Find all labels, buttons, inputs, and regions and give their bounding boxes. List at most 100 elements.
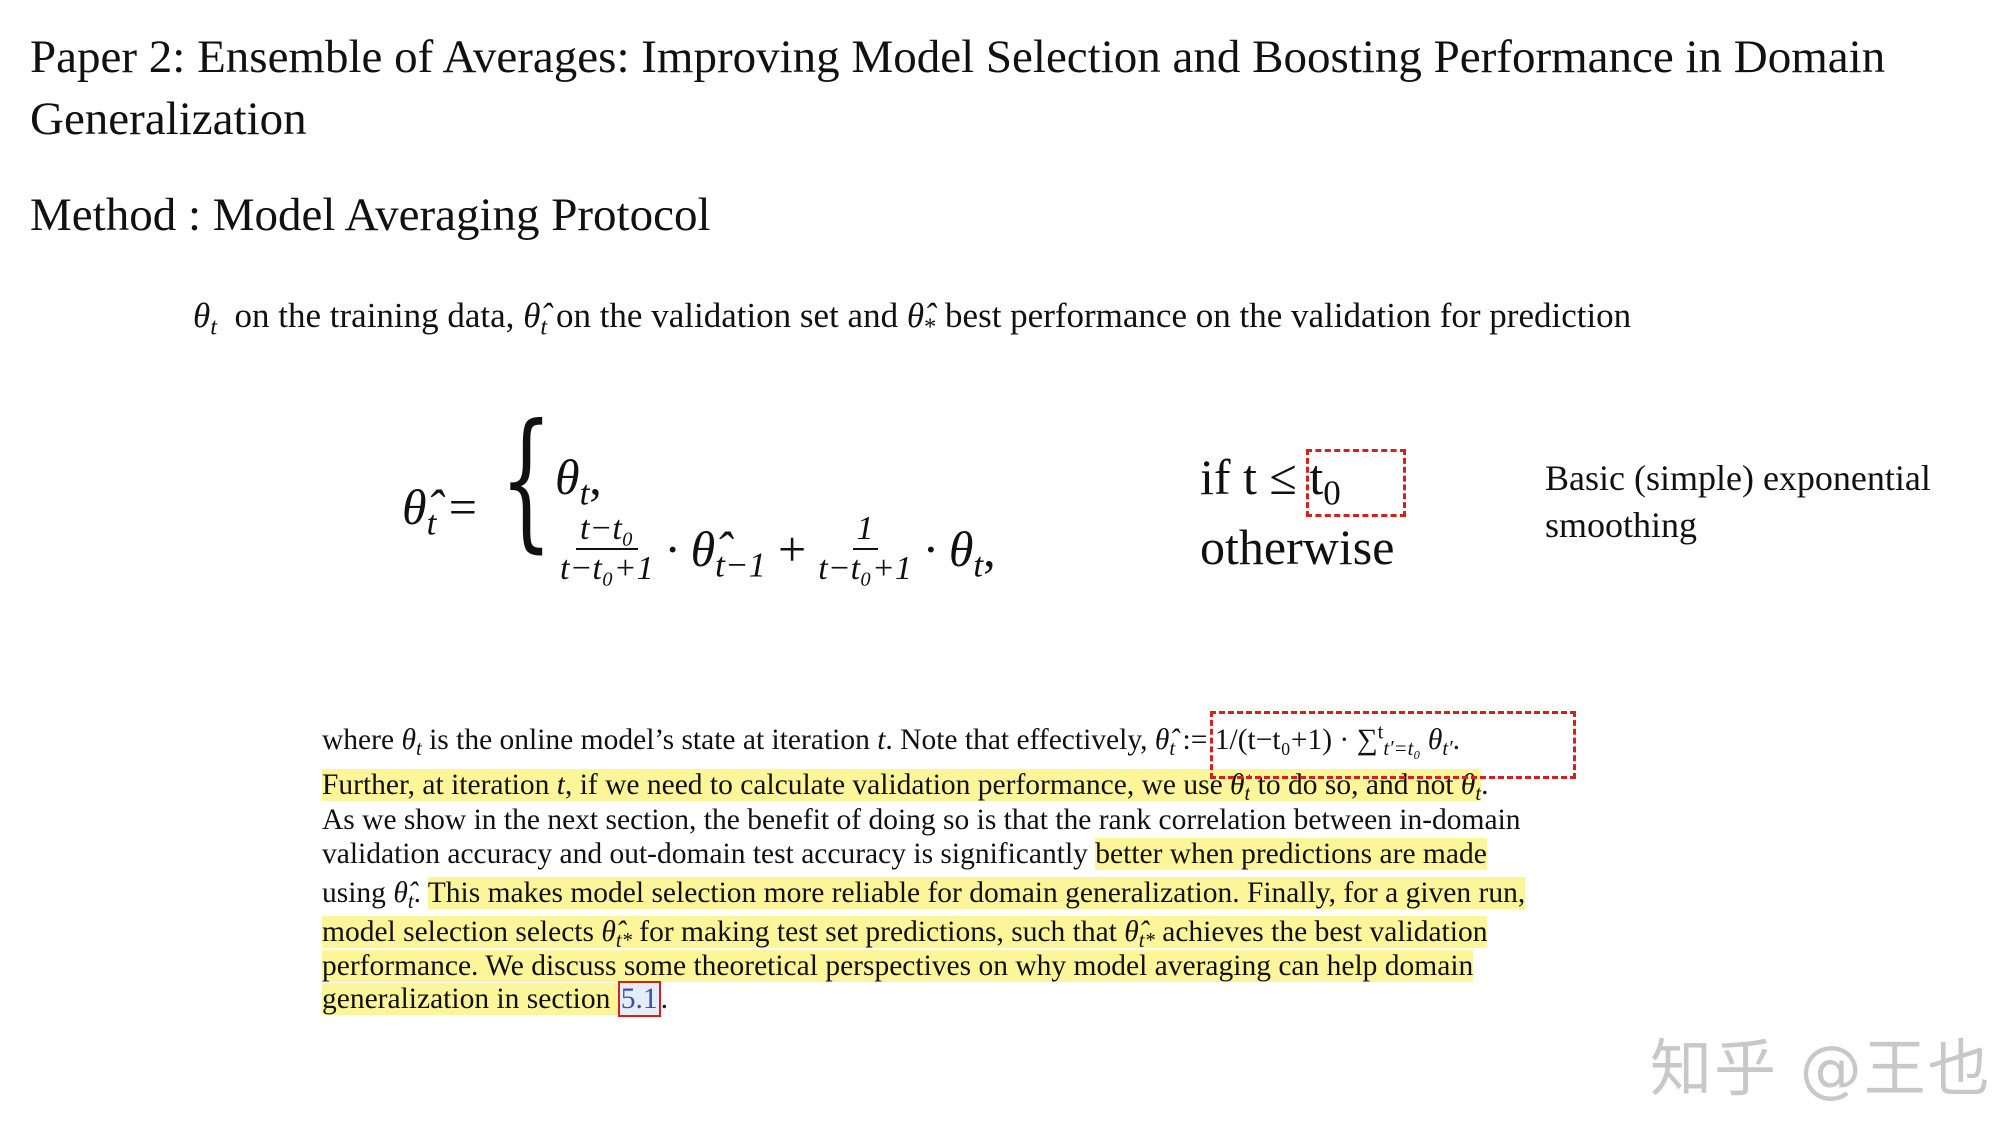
symbol: θ: [1427, 724, 1443, 756]
condition-text: if t ≤ t: [1200, 449, 1324, 505]
text-line: model selection selects θ̂t* for making …: [322, 914, 1488, 952]
symbol: t: [877, 724, 886, 756]
text: on the validation set and: [547, 296, 907, 335]
symbol: t: [556, 769, 565, 801]
case-2: t−t₀ t−t₀+1 · θ̂t−1 + 1 t−t₀+1 · θt,: [560, 510, 996, 588]
sub: t: [540, 313, 548, 341]
annotation-note: Basic (simple) exponential smoothing: [1545, 458, 1931, 545]
denominator: t−t₀+1: [818, 550, 912, 587]
text-segment: is the online model’s state at iteration: [421, 724, 878, 756]
text-segment: Further, at iteration: [322, 769, 557, 801]
theta-hat-star: θ̂: [906, 296, 925, 335]
math-symbol: θ̂t: [1154, 724, 1175, 760]
text-segment: .: [660, 983, 668, 1015]
math-symbol: θ̂t*: [1124, 916, 1155, 952]
sub: t: [210, 313, 218, 341]
sub: 0: [1323, 473, 1341, 513]
subscript: t: [1169, 738, 1176, 761]
theta-hat-prev: · θ̂: [665, 521, 716, 577]
subscript: t′=t₀: [1383, 738, 1421, 761]
math-symbol: θt: [401, 724, 421, 760]
text-segment: := 1/(t−t₀+1) · ∑: [1175, 724, 1378, 756]
text-segment: As we show in the next section, the bene…: [322, 804, 1521, 836]
plus: +: [778, 521, 807, 577]
equation-lhs: θ̂t =: [402, 478, 477, 541]
subscript: t*: [615, 930, 632, 953]
text-segment: , if we need to calculate validation per…: [564, 769, 1231, 801]
theta-hat: θ̂: [402, 479, 427, 535]
sub: *: [924, 313, 937, 341]
sub: t: [426, 503, 437, 543]
method-heading: Method : Model Averaging Protocol: [30, 189, 711, 241]
superscript: t: [1377, 721, 1384, 744]
text-line: performance. We discuss some theoretical…: [322, 948, 1474, 984]
condition-1: if t ≤ t0: [1200, 448, 1341, 511]
text-segment: model selection selects: [322, 916, 602, 948]
comma: ,: [983, 521, 996, 577]
sub: t: [973, 545, 984, 585]
text-line: using θ̂t. This makes model selection mo…: [322, 875, 1526, 913]
math-symbol: t: [1377, 721, 1384, 756]
annotation-box-average: [1210, 711, 1576, 779]
math-symbol: t: [556, 769, 565, 801]
subscript: t: [415, 738, 422, 761]
watermark: 知乎 @王也: [1650, 1032, 1992, 1105]
brace: {: [500, 393, 553, 567]
symbol: θ̂: [601, 916, 616, 948]
subscript: t: [1244, 783, 1251, 806]
text-segment: where: [322, 724, 402, 756]
math-symbol: t: [877, 724, 885, 756]
math-symbol: θ̂t*: [601, 916, 632, 952]
theta: θ: [555, 449, 580, 505]
sub: t−1: [715, 545, 767, 585]
symbol: θ̂: [393, 877, 408, 909]
slide-title: Paper 2: Ensemble of Averages: Improving…: [30, 31, 1886, 145]
text-segment: generalization in section: [322, 983, 618, 1015]
text-segment: . Note that effectively,: [885, 724, 1155, 756]
text-segment: better when predictions are made: [1095, 838, 1487, 870]
text: best performance on the validation for p…: [936, 296, 1632, 335]
section-reference-link[interactable]: 5.1: [617, 981, 661, 1017]
math-symbol: t′=t₀: [1383, 724, 1420, 760]
math-symbol: θ̂t: [393, 877, 413, 913]
subscript: t′: [1442, 738, 1453, 761]
condition-2: otherwise: [1200, 519, 1395, 575]
denominator: t−t₀+1: [560, 550, 654, 587]
text-line: generalization in section 5.1.: [322, 981, 668, 1017]
text-segment: .: [1481, 769, 1489, 801]
theta: · θ: [923, 521, 974, 577]
numerator: t−t₀: [575, 510, 638, 550]
symbol: θ: [401, 724, 416, 756]
case-1: θt,: [555, 448, 602, 511]
subscript: t: [1475, 783, 1482, 806]
text-segment: .: [413, 877, 428, 909]
text-line: Further, at iteration t, if we need to c…: [322, 767, 1489, 806]
text-segment: performance. We discuss some theoretical…: [322, 950, 1474, 982]
theta-definitions: θt on the training data, θ̂t on the vali…: [193, 296, 1632, 339]
subscript: t: [407, 891, 414, 914]
theta-hat-t: θ̂: [523, 296, 541, 335]
text-segment: for making test set predictions, such th…: [631, 916, 1125, 948]
text-line: As we show in the next section, the bene…: [322, 802, 1521, 838]
text-segment: achieves the best validation: [1154, 916, 1488, 948]
text-segment: validation accuracy and out-domain test …: [322, 838, 1096, 870]
text: on the training data,: [217, 296, 524, 335]
sub: t: [579, 473, 590, 513]
comma: ,: [589, 449, 602, 505]
annotation-box-t0: [1306, 449, 1406, 517]
text-segment: using: [322, 877, 394, 909]
theta-t: θ: [193, 296, 211, 335]
numerator: 1: [852, 510, 878, 550]
symbol: θ̂: [1124, 916, 1139, 948]
subscript: t*: [1138, 930, 1155, 953]
text-segment: to do so, and not: [1250, 769, 1461, 801]
text-segment: This makes model selection more reliable…: [427, 877, 1526, 909]
text-line: where θt is the online model’s state at …: [322, 721, 1460, 760]
equals: =: [436, 479, 477, 535]
fraction-2: 1 t−t₀+1: [818, 510, 912, 588]
text-segment: .: [1452, 724, 1460, 756]
fraction-1: t−t₀ t−t₀+1: [560, 510, 654, 588]
math-symbol: θt′: [1427, 724, 1453, 760]
text-line: validation accuracy and out-domain test …: [322, 836, 1487, 872]
symbol: θ̂: [1154, 724, 1170, 756]
